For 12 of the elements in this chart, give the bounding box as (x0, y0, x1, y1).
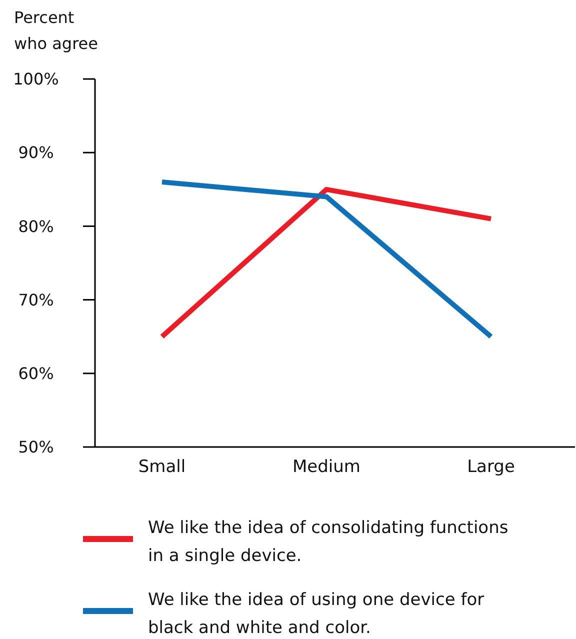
x-tick-label: Small (138, 457, 186, 477)
y-tick-label: 90% (18, 143, 54, 162)
y-axis-title: Percent who agree (14, 8, 98, 53)
y-tick-label: 60% (18, 364, 54, 383)
y-tick-label: 50% (18, 438, 54, 457)
y-tick-label: 80% (18, 216, 54, 236)
legend-label: We like the idea of using one device for black and white and color. (148, 590, 484, 638)
legend-label: We like the idea of consolidating functions in a single device. (148, 518, 508, 566)
y-tick-label: 70% (18, 290, 54, 310)
x-tick-label: Medium (292, 457, 360, 477)
y-tick-label: 100% (13, 70, 59, 89)
x-tick-label: Large (467, 457, 515, 477)
